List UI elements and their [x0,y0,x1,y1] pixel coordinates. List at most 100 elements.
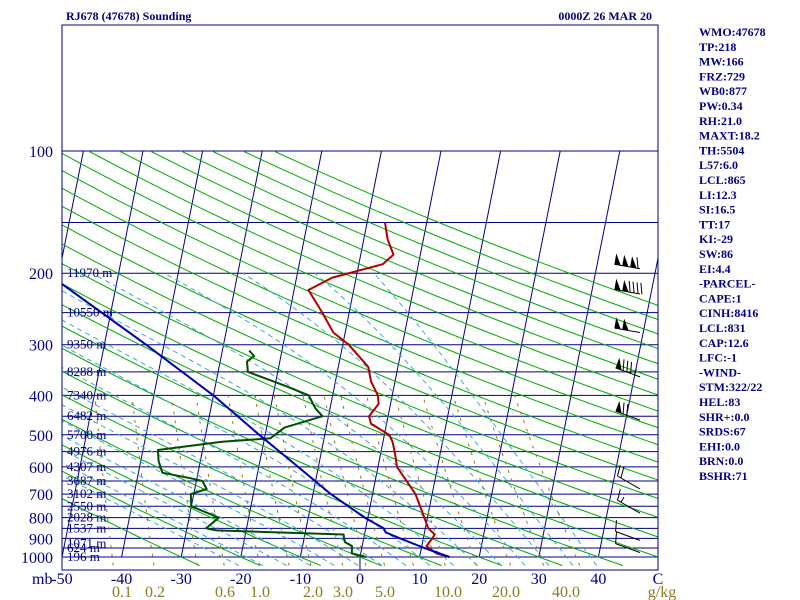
wind-barb-pennant [622,254,629,267]
isotherm-line [62,150,84,261]
wind-barb-flag [626,403,629,416]
mixing-ratio-label: 0.6 [215,584,235,600]
height-label: 4307 m [67,459,106,474]
sounding-time: 0000Z 26 MAR 20 [558,9,652,23]
index-item: EI:4.4 [699,262,731,276]
pressure-tick-label: 700 [29,487,53,504]
dry-adiabat-line [62,152,658,412]
temperature-tick-label: C [653,571,664,588]
wind-barb-flag [622,359,625,371]
isotherm-line [240,150,323,558]
temperature-tick-label: 30 [531,571,547,588]
temperature-axis-labels: -50 -40 -30 -20 -10 0 10 20 30 40 C [51,571,663,588]
height-label: 196 m [67,549,100,564]
wind-barb [616,489,641,514]
wind-barb-flag [632,281,635,293]
dry-adiabat-line [180,150,658,350]
height-label: 10550 m [67,305,113,320]
mixing-ratio-line [514,395,581,566]
pressure-unit-label: mb [32,571,52,588]
index-item: SHR+:0.0 [699,410,750,424]
mixing-ratio-line [340,395,386,566]
isotherm-line [359,150,442,558]
wind-barb-half-flag [620,496,625,503]
isotherm-line [478,150,561,558]
height-label: 624 m [67,540,100,555]
mixing-ratio-label: 40.0 [552,584,580,600]
wind-barb-flag [630,362,633,374]
index-item: LCL:865 [699,173,746,187]
mixing-ratio-line [273,395,312,566]
height-label: 2028 m [67,510,106,525]
mixing-ratio-label: 0.1 [112,584,132,600]
index-item: LFC:-1 [699,351,737,365]
index-item: EHI:0.0 [699,439,740,453]
temperature-tick-label: -50 [51,571,72,588]
mixing-ratio-label: 3.0 [333,584,353,600]
height-label: 4976 m [67,444,106,459]
temperature-tick-label: -10 [290,571,311,588]
index-item: BSHR:71 [699,469,748,483]
wind-barb-flag [616,489,621,501]
wind-barb-pennant [615,400,622,414]
moist-adiabat-line [242,272,550,566]
wind-barb-shaft [617,475,641,490]
height-label: 9350 m [67,337,106,352]
index-item: -PARCEL- [699,277,755,291]
dry-adiabat-line [62,263,658,518]
dry-adiabat-line [149,150,658,365]
temperature-trace [307,222,450,558]
dry-adiabat-line [62,243,658,499]
temperature-tick-label: 10 [412,571,428,588]
dry-adiabat-line [119,150,658,380]
isotherm-line [180,150,263,558]
pressure-tick-label: 200 [29,266,53,283]
wind-barb-flag [620,466,625,479]
mixing-ratio-line [323,395,367,566]
stability-indices-panel: WMO:47678TP:218MW:166FRZ:729WB0:877PW:0.… [699,25,766,483]
moist-adiabat-line [62,474,240,567]
temperature-tick-label: -40 [111,571,132,588]
wind-barb-flag [615,532,618,544]
isotherm-line [62,150,144,558]
wind-barb-pennant [614,278,621,291]
dry-adiabat-line [62,498,201,567]
height-label: 1537 m [67,520,106,535]
index-item: CAPE:1 [699,291,742,305]
wind-barb [614,278,643,295]
moist-adiabat-line [62,449,288,567]
index-item: MAXT:18.2 [699,129,760,143]
temperature-tick-label: -20 [230,571,251,588]
plot-frame [61,24,659,571]
height-label: 3687 m [67,473,106,488]
temperature-tick-label: 0 [356,571,364,588]
index-item: TT:17 [699,217,730,231]
index-item: WB0:877 [699,84,747,98]
index-item: LCL:831 [699,321,746,335]
dry-adiabat-line [62,470,261,567]
wind-barb [614,317,641,334]
wind-barb-flag [626,360,629,373]
mixing-ratio-label: 20.0 [492,584,520,600]
index-item: STM:322/22 [699,380,762,394]
wind-barb [614,253,641,270]
mixing-ratio-line [452,395,511,566]
index-item: SI:16.5 [699,203,735,217]
moist-adiabat-line [314,272,574,566]
dry-adiabat-line [62,205,658,463]
dry-adiabat-line [62,169,658,429]
mixing-ratio-label: 1.0 [250,584,270,600]
index-item: KI:-29 [699,232,733,246]
parcel-trace [62,282,450,558]
wind-barb [615,400,641,421]
temperature-tick-label: 40 [590,571,606,588]
moist-adiabat-line [62,290,478,566]
wind-barb [615,520,641,541]
wind-barbs [614,253,643,554]
temperature-tick-label: -30 [171,571,192,588]
mixing-ratio-line [195,395,225,566]
index-item: FRZ:729 [699,69,745,83]
mixing-ratio-line [94,395,114,566]
height-label: 6482 m [67,408,106,423]
